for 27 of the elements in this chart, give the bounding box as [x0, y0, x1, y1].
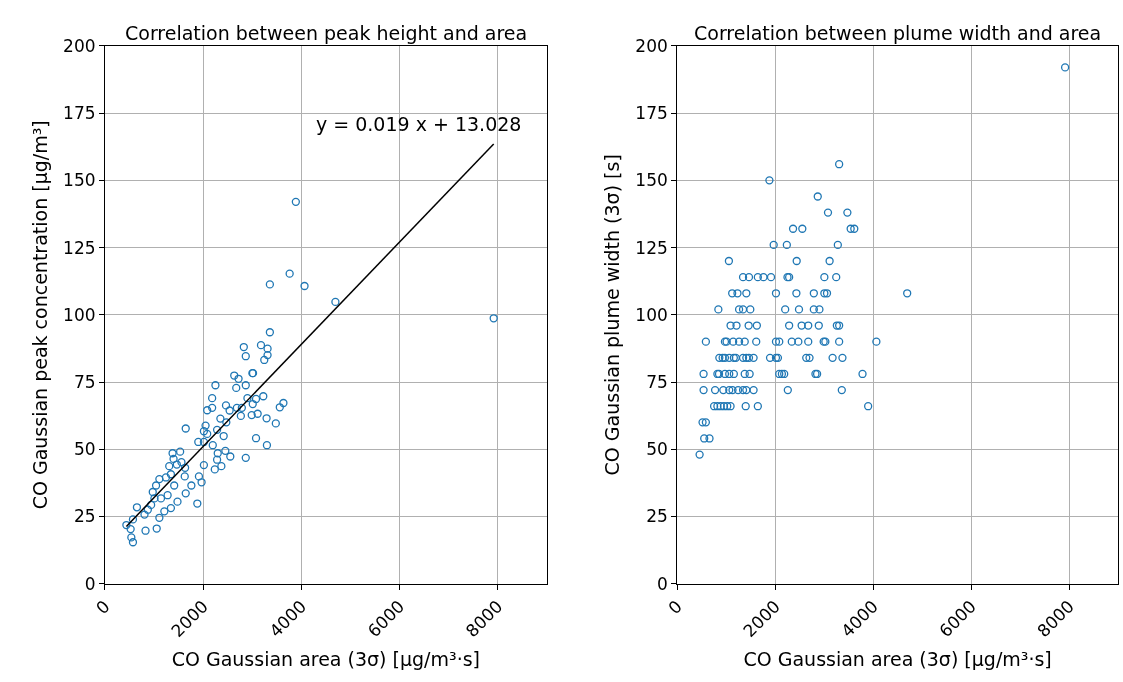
chart-title: Correlation between plume width and area	[694, 22, 1102, 44]
annotation: y = 0.019 x + 13.028	[316, 113, 522, 135]
x-tick-label: 0	[664, 596, 687, 619]
y-tick-label: 125	[635, 237, 668, 258]
chart-title: Correlation between peak height and area	[125, 22, 528, 44]
y-tick-label: 200	[635, 35, 668, 56]
y-tick-label: 25	[73, 506, 96, 527]
y-tick-label: 125	[63, 237, 96, 258]
y-tick-label: 50	[73, 439, 96, 460]
y-tick-label: 75	[73, 371, 96, 392]
y-tick-label: 200	[63, 35, 96, 56]
y-axis-title: CO Gaussian plume width (3σ) [s]	[601, 154, 624, 476]
x-axis-title: CO Gaussian area (3σ) [μg/m³·s]	[171, 647, 480, 670]
y-tick-label: 175	[635, 103, 668, 124]
y-tick-label: 25	[646, 506, 668, 527]
y-tick-label: 175	[63, 103, 96, 124]
y-tick-label: 150	[635, 170, 668, 191]
y-tick-label: 150	[63, 170, 96, 191]
y-tick-label: 50	[646, 439, 668, 460]
y-tick-label: 0	[656, 573, 668, 594]
x-tick-label: 0	[91, 596, 114, 619]
y-tick-label: 100	[63, 304, 96, 325]
x-axis-title: CO Gaussian area (3σ) [μg/m³·s]	[743, 647, 1052, 670]
y-tick-label: 100	[635, 304, 668, 325]
y-tick-label: 75	[646, 371, 668, 392]
y-axis-title: CO Gaussian peak concentration [μg/m³]	[28, 120, 51, 510]
y-tick-label: 0	[84, 573, 96, 594]
